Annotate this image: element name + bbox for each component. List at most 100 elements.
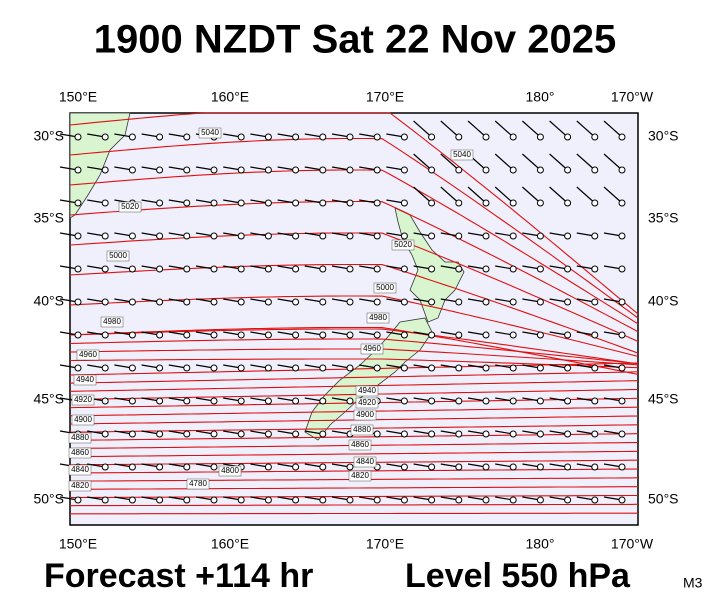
barb-staff [603, 186, 623, 204]
barb-station [128, 496, 136, 504]
barb-station [536, 232, 544, 240]
barb-station [564, 232, 572, 240]
lat-label: 50°S [648, 491, 679, 507]
barb-station [156, 199, 164, 207]
contour-label: 4820 [351, 471, 369, 480]
barb-station [455, 133, 463, 141]
barb-station [237, 265, 245, 273]
barb-station [292, 166, 300, 174]
barb-station [591, 397, 599, 405]
barb-station [183, 463, 191, 471]
contour-label-box [186, 478, 210, 490]
lat-label: 35°S [648, 210, 679, 226]
contour-label: 4940 [358, 386, 376, 395]
barb-station [536, 364, 544, 372]
barb-station [482, 199, 490, 207]
barb-station [482, 397, 490, 405]
barb-station [346, 397, 354, 405]
barb-station [536, 166, 544, 174]
contour-label-box [106, 250, 130, 262]
contour-label: 4820 [71, 481, 89, 490]
barb-station [319, 496, 327, 504]
contour-label: 4980 [369, 313, 387, 322]
barb-station [618, 133, 626, 141]
contour-label-box [353, 409, 377, 421]
barb-station [373, 199, 381, 207]
barb-station [74, 232, 82, 240]
barb-staff [467, 120, 487, 138]
barb-station [591, 331, 599, 339]
barb-station [183, 133, 191, 141]
contour-line [69, 348, 639, 366]
barb-station [618, 463, 626, 471]
barb-station [373, 496, 381, 504]
barb-station [536, 265, 544, 273]
barb-station [319, 298, 327, 306]
barb-station [428, 133, 436, 141]
contour-labels: 5040 5040 5020 5000 5020 5000 4980 4980 4960 4960… [68, 127, 474, 492]
barb-station [536, 496, 544, 504]
barb-staff [603, 120, 623, 138]
barb-station [618, 199, 626, 207]
barb-station [591, 265, 599, 273]
barb-station [292, 463, 300, 471]
barb-station [455, 298, 463, 306]
barb-station [428, 166, 436, 174]
barb-station [536, 133, 544, 141]
contour-label-box [68, 480, 92, 492]
barb-station [509, 430, 517, 438]
contour-line [69, 263, 639, 354]
barb-station [319, 364, 327, 372]
barb-station [183, 496, 191, 504]
barb-station [564, 397, 572, 405]
barb-station [128, 463, 136, 471]
contour-label-box [118, 201, 142, 213]
barb-station [564, 298, 572, 306]
barb-staff [413, 186, 432, 204]
barb-station [101, 463, 109, 471]
barb-station [591, 496, 599, 504]
barb-station [74, 496, 82, 504]
lon-label: 150°E [59, 536, 97, 552]
barb-station [373, 430, 381, 438]
barb-station [455, 232, 463, 240]
contour-label: 5040 [453, 150, 471, 159]
land [69, 112, 465, 441]
barb-station [237, 133, 245, 141]
barb-station [591, 463, 599, 471]
barb-staff [494, 186, 514, 204]
barb-station [128, 397, 136, 405]
barb-station [292, 199, 300, 207]
contour-label: 5020 [121, 202, 139, 211]
barb-station [400, 298, 408, 306]
lat-label: 35°S [33, 210, 64, 226]
barb-station [455, 166, 463, 174]
barb-station [101, 298, 109, 306]
barb-station [128, 298, 136, 306]
barb-station [400, 166, 408, 174]
barb-station [210, 232, 218, 240]
barb-station [237, 331, 245, 339]
barb-station [564, 364, 572, 372]
barb-station [128, 430, 136, 438]
barb-station [591, 298, 599, 306]
contour-label: 4800 [221, 466, 239, 475]
contour-label-box [218, 465, 242, 477]
barb-station [455, 199, 463, 207]
contour-line [69, 338, 639, 365]
barb-station [373, 232, 381, 240]
barb-station [400, 364, 408, 372]
barb-station [183, 364, 191, 372]
barb-station [618, 298, 626, 306]
lat-label: 30°S [33, 128, 64, 144]
barb-station [264, 166, 272, 174]
barb-station [591, 430, 599, 438]
barb-station [210, 463, 218, 471]
barb-station [101, 166, 109, 174]
contour-label: 4860 [351, 440, 369, 449]
barb-station [400, 133, 408, 141]
barb-station [101, 199, 109, 207]
barb-station [237, 199, 245, 207]
barb-station [618, 397, 626, 405]
